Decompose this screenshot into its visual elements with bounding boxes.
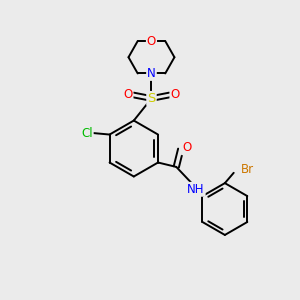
Text: O: O [170,88,180,101]
Text: O: O [147,34,156,48]
Text: S: S [147,92,156,105]
Text: Br: Br [241,164,254,176]
Text: N: N [147,67,156,80]
Text: NH: NH [187,183,205,196]
Text: O: O [182,141,191,154]
Text: O: O [123,88,133,101]
Text: Cl: Cl [81,127,93,140]
